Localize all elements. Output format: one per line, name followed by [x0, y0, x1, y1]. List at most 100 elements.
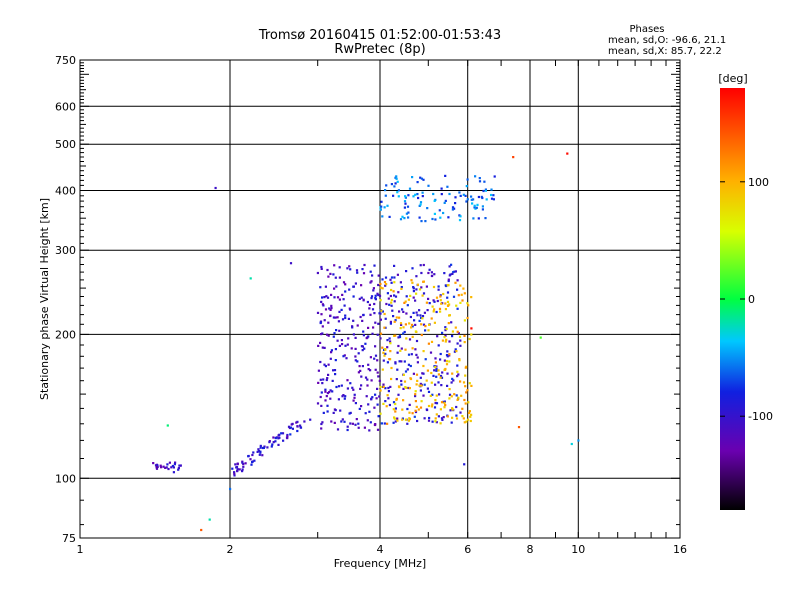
- data-point: [280, 432, 283, 435]
- data-point: [327, 373, 330, 376]
- data-point: [344, 314, 347, 317]
- data-point: [402, 387, 405, 390]
- data-point: [234, 463, 237, 466]
- data-point: [162, 465, 165, 468]
- data-point: [388, 403, 391, 407]
- data-point: [471, 202, 474, 205]
- data-point: [454, 202, 457, 205]
- data-point: [316, 311, 320, 314]
- data-point: [342, 298, 345, 301]
- data-point: [430, 381, 433, 384]
- data-point: [422, 263, 425, 267]
- data-point: [455, 405, 458, 409]
- data-point: [351, 326, 354, 329]
- data-point: [341, 293, 344, 296]
- data-point: [420, 316, 423, 319]
- data-point: [440, 187, 443, 190]
- data-point: [437, 344, 440, 347]
- data-point: [453, 393, 456, 396]
- data-point: [390, 304, 393, 307]
- data-point: [454, 348, 457, 351]
- data-point: [441, 331, 444, 334]
- data-point: [423, 311, 426, 314]
- data-point: [484, 189, 487, 192]
- data-point: [350, 347, 353, 350]
- data-point: [456, 307, 459, 310]
- data-point: [334, 276, 337, 279]
- data-point: [362, 330, 365, 333]
- data-point: [425, 285, 428, 288]
- data-point: [453, 350, 456, 353]
- data-point: [381, 368, 384, 371]
- data-point: [259, 450, 262, 453]
- data-point: [451, 272, 454, 275]
- data-point: [422, 394, 425, 397]
- data-point: [456, 279, 459, 282]
- data-point: [168, 461, 171, 464]
- data-point: [261, 446, 265, 450]
- data-point: [415, 373, 419, 376]
- data-point: [319, 360, 322, 364]
- data-point: [406, 368, 409, 371]
- data-point: [399, 327, 402, 330]
- data-point: [417, 196, 420, 200]
- data-point: [446, 355, 449, 358]
- data-point: [439, 422, 442, 425]
- data-point: [331, 379, 334, 382]
- data-point: [490, 197, 494, 200]
- data-point: [462, 287, 465, 290]
- data-point: [428, 323, 431, 326]
- data-point: [449, 409, 452, 412]
- data-point: [381, 310, 384, 313]
- data-point: [397, 195, 400, 198]
- data-point: [379, 389, 382, 392]
- data-point: [249, 277, 252, 280]
- data-point: [463, 334, 466, 337]
- data-point: [393, 185, 396, 188]
- data-point: [466, 418, 470, 421]
- data-point: [379, 282, 382, 286]
- data-point: [424, 358, 427, 361]
- data-point: [385, 405, 388, 408]
- data-point: [324, 388, 327, 391]
- data-point: [389, 322, 392, 325]
- data-point: [459, 215, 462, 218]
- data-point: [447, 279, 450, 283]
- data-point: [358, 365, 361, 368]
- data-point: [470, 327, 473, 330]
- data-point: [437, 285, 440, 288]
- x-tick-label: 8: [527, 543, 534, 556]
- data-point: [432, 310, 435, 313]
- data-point: [324, 285, 327, 288]
- data-point: [470, 333, 473, 336]
- data-point: [411, 347, 414, 350]
- data-point: [177, 467, 180, 470]
- data-point: [462, 417, 465, 420]
- data-point: [341, 418, 344, 421]
- data-point: [442, 292, 445, 296]
- data-point: [439, 358, 442, 361]
- data-point: [443, 359, 446, 362]
- data-point: [413, 415, 416, 418]
- colorbar-ticks: 100 0 -100: [720, 176, 773, 423]
- y-tick-label: 100: [55, 472, 76, 485]
- data-point: [421, 315, 425, 318]
- data-point: [390, 276, 394, 279]
- data-point: [384, 348, 387, 351]
- data-point: [259, 446, 262, 449]
- data-point: [405, 312, 408, 315]
- data-point: [322, 411, 325, 414]
- data-point: [334, 373, 337, 376]
- data-point: [355, 418, 358, 421]
- data-point: [466, 316, 469, 320]
- data-point: [443, 406, 446, 409]
- data-point: [167, 467, 170, 471]
- data-point: [373, 312, 376, 315]
- data-point: [236, 470, 239, 473]
- data-point: [412, 311, 415, 314]
- data-point: [447, 322, 450, 325]
- data-point: [321, 421, 324, 424]
- data-point: [335, 285, 338, 288]
- data-point: [327, 334, 330, 337]
- data-point: [320, 313, 323, 316]
